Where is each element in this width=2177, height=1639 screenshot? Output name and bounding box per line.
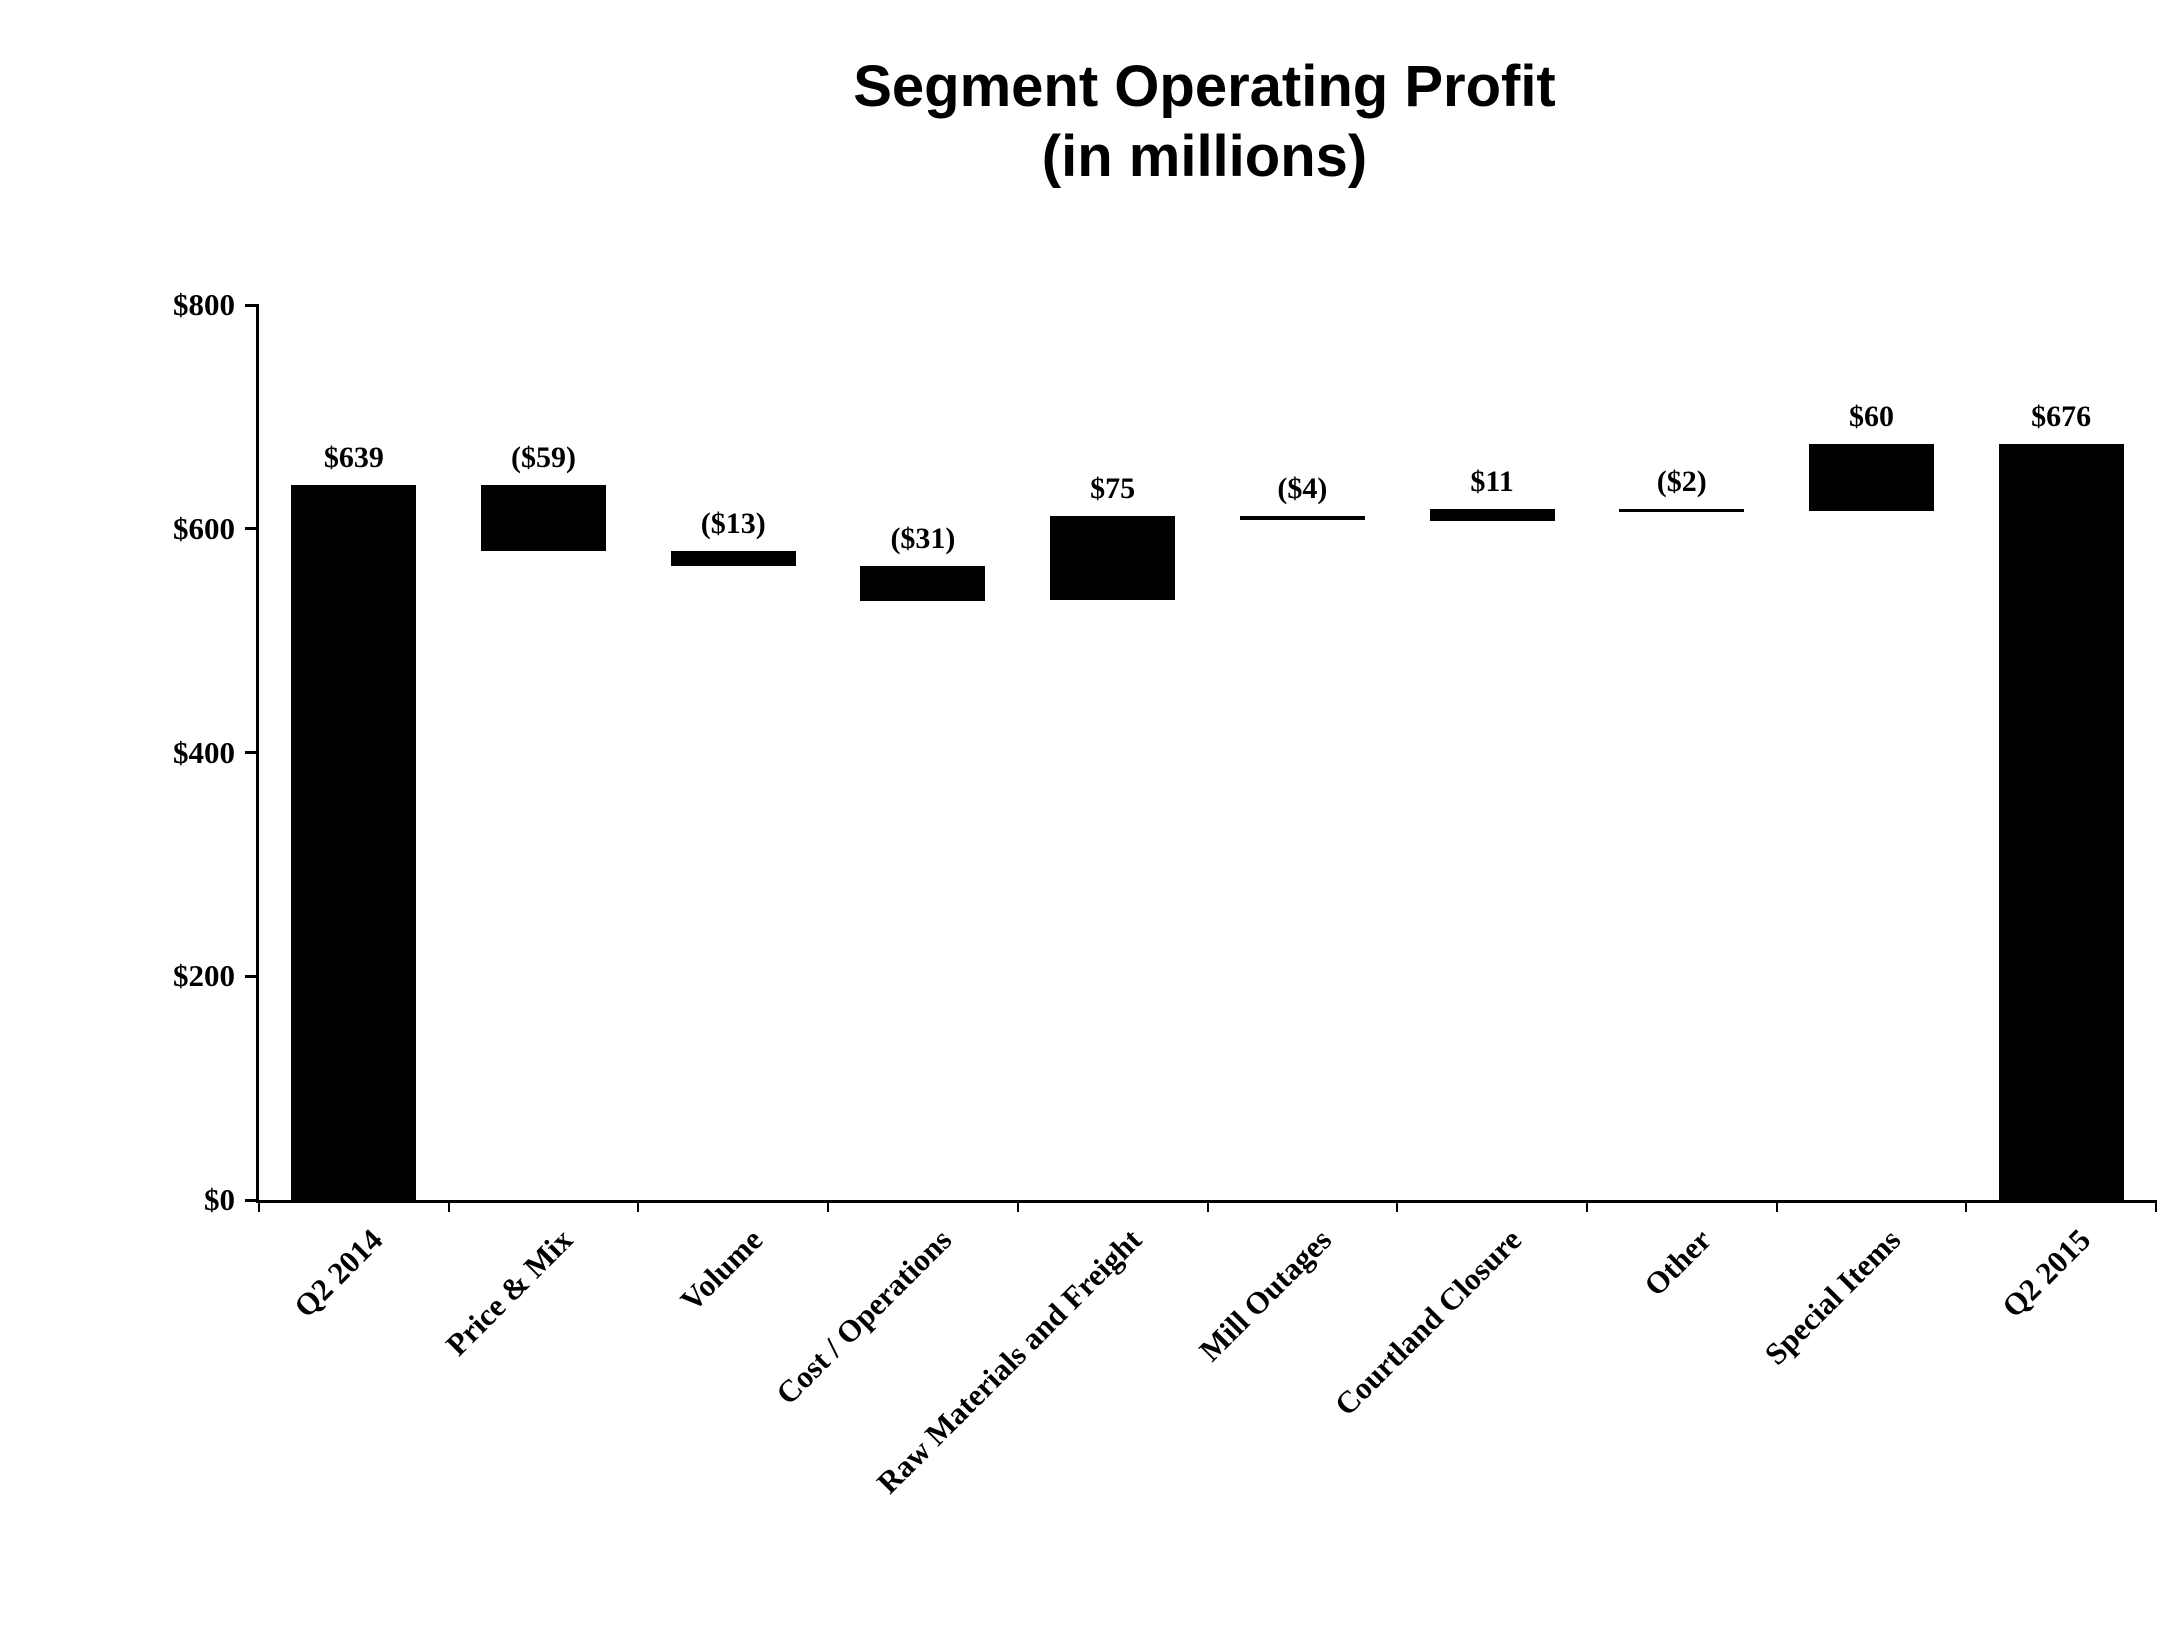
x-axis-label-price-mix: Price & Mix	[438, 1222, 580, 1363]
x-axis-label-q2-2014: Q2 2014	[287, 1222, 390, 1325]
data-label-courtland-closure: $11	[1470, 464, 1514, 498]
x-axis-label-special-items: Special Items	[1757, 1222, 1908, 1372]
plot-area: $0 $200 $400 $600 $800 $639 ($59) ($13) ($31) $75…	[173, 287, 2157, 1217]
data-label-cost-operations: ($31)	[890, 521, 956, 555]
y-axis-tick-600	[245, 527, 259, 531]
x-axis-label-mill-outages: Mill Outages	[1192, 1222, 1339, 1368]
data-label-volume: ($13)	[700, 507, 766, 541]
y-axis-label-400: $400	[173, 734, 235, 770]
x-axis-label-cost-operations: Cost / Operations	[769, 1222, 959, 1412]
x-axis-tick	[637, 1200, 639, 1212]
x-axis-label-q2-2015: Q2 2015	[1994, 1222, 2097, 1325]
data-label-special-items: $60	[1848, 399, 1894, 433]
bar-q2-2015	[1999, 444, 2124, 1200]
y-axis-label-800: $800	[173, 287, 235, 322]
bar-mill-outages	[1240, 516, 1365, 520]
data-label-mill-outages: ($4)	[1277, 472, 1328, 506]
x-axis-tick	[1586, 1200, 1588, 1212]
x-axis-tick	[448, 1200, 450, 1212]
data-label-raw-materials-and-freight: $75	[1090, 472, 1136, 506]
bar-cost-operations	[860, 566, 985, 601]
x-axis-tick	[827, 1200, 829, 1212]
y-axis-label-0: $0	[204, 1182, 235, 1217]
y-axis-tick-0	[245, 1198, 259, 1202]
x-axis-tick	[1017, 1200, 1019, 1212]
data-label-q2-2014: $639	[323, 441, 384, 475]
x-axis-tick	[1965, 1200, 1967, 1212]
bar-volume	[671, 551, 796, 566]
x-axis-label-volume: Volume	[673, 1222, 769, 1318]
x-axis-tick	[258, 1200, 260, 1212]
x-axis-label-other: Other	[1636, 1222, 1718, 1303]
x-axis-tick	[1207, 1200, 1209, 1212]
bar-price-mix	[481, 485, 606, 551]
x-axis-tick	[1396, 1200, 1398, 1212]
chart-title-line1: Segment Operating Profit	[853, 54, 1556, 119]
y-axis-tick-800	[245, 303, 259, 307]
y-axis-label-200: $200	[173, 958, 235, 994]
x-axis-label-raw-materials-and-freight: Raw Materials and Freight	[870, 1222, 1149, 1501]
x-axis-labels: Q2 2014 Price & Mix Volume Cost / Operation…	[256, 1222, 2153, 1602]
bar-special-items	[1809, 444, 1934, 511]
y-axis-tick-400	[245, 751, 259, 754]
x-axis-tick	[2155, 1200, 2157, 1212]
data-label-price-mix: ($59)	[511, 441, 577, 475]
chart-title: Segment Operating Profit (in millions)	[256, 52, 2153, 191]
data-label-q2-2015: $676	[2031, 399, 2092, 433]
bar-courtland-closure	[1430, 509, 1555, 521]
bar-q2-2014	[291, 485, 416, 1200]
y-axis-label-600: $600	[173, 510, 235, 546]
y-axis-tick-200	[245, 974, 259, 978]
bar-raw-materials-and-freight	[1050, 516, 1175, 600]
x-axis-label-courtland-closure: Courtland Closure	[1327, 1222, 1528, 1423]
x-axis-tick	[1776, 1200, 1778, 1212]
bar-other	[1619, 509, 1744, 512]
chart-title-line2: (in millions)	[1041, 123, 1368, 189]
data-label-other: ($2)	[1656, 464, 1707, 498]
